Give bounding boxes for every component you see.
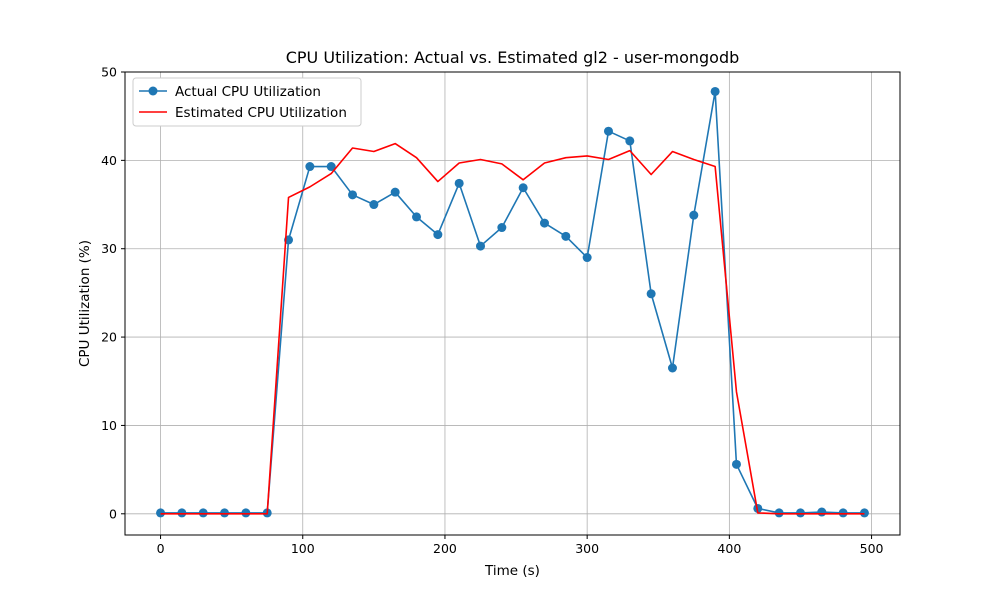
data-point-actual (646, 289, 656, 299)
data-point-actual (241, 508, 251, 518)
legend-marker-actual (148, 86, 158, 96)
data-point-actual (582, 253, 592, 263)
data-point-actual (412, 212, 422, 222)
data-point-actual (625, 136, 635, 146)
y-tick-label: 40 (101, 153, 117, 168)
data-point-actual (710, 86, 720, 96)
plot-frame (124, 71, 901, 536)
data-point-actual (497, 223, 507, 233)
data-point-actual (305, 162, 315, 172)
legend-label-actual: Actual CPU Utilization (175, 84, 321, 100)
data-point-actual (326, 162, 336, 172)
data-point-actual (198, 508, 208, 518)
data-point-actual (518, 183, 528, 193)
data-point-actual (177, 508, 187, 518)
y-axis-label: CPU Utilization (%) (77, 240, 93, 367)
data-point-actual (603, 126, 613, 136)
ticks: 0 100 200 300 400 500 0 10 20 30 40 50 (101, 65, 883, 557)
x-tick-label: 0 (157, 541, 165, 556)
x-axis-label: Time (s) (484, 563, 540, 579)
y-tick-label: 30 (101, 241, 117, 256)
series-line-estimated (160, 142, 865, 515)
data-point-actual (859, 508, 869, 518)
data-point-actual (689, 210, 699, 220)
data-point-actual (731, 459, 741, 469)
y-tick-label: 10 (101, 418, 117, 433)
data-point-actual (476, 241, 486, 251)
plot-series (156, 86, 869, 518)
x-tick-label: 100 (291, 541, 315, 556)
data-point-actual (561, 231, 571, 241)
data-point-actual (838, 508, 848, 518)
series-line-actual (160, 90, 865, 514)
data-point-actual (348, 190, 358, 200)
x-tick-label: 300 (575, 541, 599, 556)
y-tick-label: 50 (101, 65, 117, 80)
legend-label-estimated: Estimated CPU Utilization (175, 105, 347, 121)
y-tick-label: 20 (101, 330, 117, 345)
data-point-actual (433, 230, 443, 240)
data-point-actual (795, 508, 805, 518)
data-point-actual (454, 178, 464, 188)
data-point-actual (156, 508, 166, 518)
data-point-actual (539, 218, 549, 228)
data-point-actual (817, 507, 827, 517)
data-point-actual (369, 200, 379, 210)
data-point-actual (667, 363, 677, 373)
data-point-actual (390, 187, 400, 197)
x-tick-label: 400 (717, 541, 741, 556)
x-tick-label: 200 (433, 541, 457, 556)
chart-title: CPU Utilization: Actual vs. Estimated gl… (286, 48, 740, 67)
legend: Actual CPU Utilization Estimated CPU Uti… (132, 77, 362, 127)
legend-box (132, 77, 362, 127)
x-tick-label: 500 (860, 541, 884, 556)
data-point-actual (774, 508, 784, 518)
data-point-actual (220, 508, 230, 518)
y-tick-label: 0 (109, 506, 117, 521)
